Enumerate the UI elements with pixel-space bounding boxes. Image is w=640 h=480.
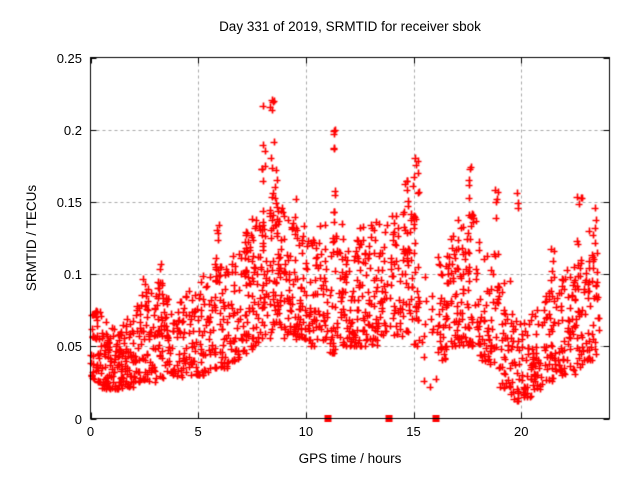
y-tick-label: 0.25 [56, 50, 82, 66]
x-tick-label: 5 [194, 424, 202, 439]
x-tick-label: 15 [406, 424, 421, 439]
y-tick-label: 0 [74, 411, 82, 427]
x-tick-label: 0 [86, 424, 95, 439]
x-axis-label: GPS time / hours [298, 451, 402, 466]
y-tick-label: 0.15 [56, 194, 82, 210]
y-tick-label: 0.2 [63, 122, 82, 138]
x-tick-label: 20 [513, 424, 529, 439]
y-tick-label: 0.05 [56, 339, 82, 355]
y-tick-label: 0.1 [63, 267, 82, 283]
y-axis-label: SRMTID / TECUs [24, 184, 39, 292]
x-tick-label: 10 [298, 424, 314, 439]
chart-title: Day 331 of 2019, SRMTID for receiver sbo… [219, 19, 481, 34]
